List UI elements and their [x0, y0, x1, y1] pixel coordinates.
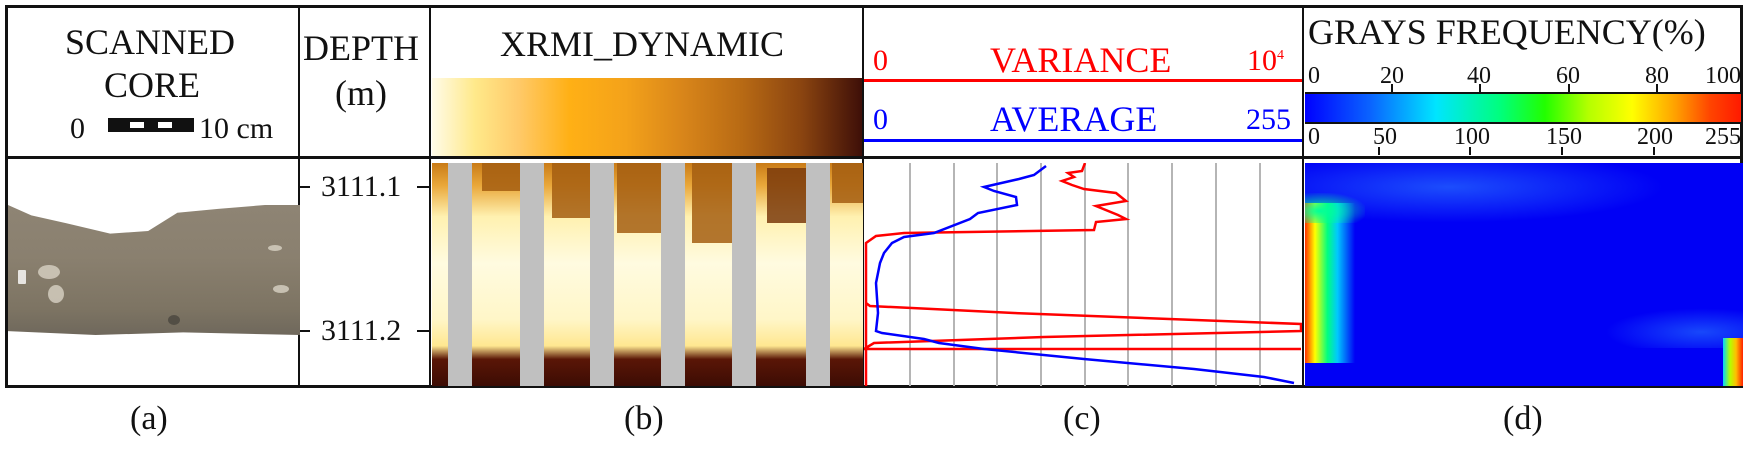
average-curve	[874, 165, 1295, 385]
xrmi-title: XRMI_DYNAMIC	[500, 24, 785, 64]
average-axis-line	[864, 139, 1302, 142]
xrmi-image	[432, 163, 863, 386]
pad-gap	[806, 163, 830, 386]
average-label: AVERAGE	[990, 99, 1158, 139]
pad-gap	[732, 163, 756, 386]
divider-stats-freq	[1302, 5, 1304, 388]
average-max: 255	[1246, 103, 1291, 136]
gray-tick-100: 100	[1454, 124, 1490, 150]
header-divider	[5, 156, 1743, 159]
freq-title: GRAYS FREQUENCY(%)	[1308, 12, 1706, 52]
pad-gap	[448, 163, 472, 386]
pct-tick-0: 0	[1308, 63, 1320, 89]
pad-gap	[661, 163, 685, 386]
scale-bar-icon	[108, 118, 194, 132]
depth-title-line2: (m)	[335, 73, 387, 113]
variance-axis-line	[864, 79, 1302, 82]
gray-tick-0: 0	[1308, 124, 1320, 150]
grid-line	[1259, 163, 1261, 386]
grid-line	[996, 163, 998, 386]
grid-line	[909, 163, 911, 386]
divider-depth-xrmi	[429, 5, 431, 388]
grays-frequency-heatmap	[1305, 163, 1743, 386]
gray-tick-mark	[1378, 147, 1380, 155]
grid-line	[1215, 163, 1217, 386]
pad-gap	[590, 163, 614, 386]
divider-core-depth	[298, 5, 300, 388]
gray-tick-mark	[1561, 147, 1563, 155]
pct-tick-mark	[1479, 84, 1481, 92]
depth-tick-left-1	[300, 186, 310, 188]
core-title-line1: SCANNED	[65, 22, 236, 62]
pad-gap	[520, 163, 544, 386]
divider-xrmi-stats	[862, 5, 864, 388]
average-min: 0	[873, 103, 888, 136]
grid-line	[1040, 163, 1042, 386]
pct-tick-mark	[1568, 84, 1570, 92]
grid-line	[1171, 163, 1173, 386]
gray-tick-mark	[1469, 147, 1471, 155]
depth-tick-label-1: 3111.1	[321, 170, 402, 203]
xrmi-color-scale	[432, 78, 862, 156]
panel-label-d: (d)	[1503, 400, 1543, 437]
pct-tick-mark	[1656, 84, 1658, 92]
grid-line	[953, 163, 955, 386]
gray-tick-200: 200	[1637, 124, 1673, 150]
variance-max: 104	[1247, 44, 1284, 77]
gray-tick-255: 255	[1705, 124, 1741, 150]
grid-line	[1084, 163, 1086, 386]
stats-curves	[864, 163, 1302, 386]
variance-min: 0	[873, 44, 888, 77]
depth-tick-right-2	[417, 330, 429, 332]
gray-tick-150: 150	[1546, 124, 1582, 150]
depth-title-line1: DEPTH	[303, 28, 419, 68]
depth-tick-label-2: 3111.2	[321, 314, 402, 347]
variance-curve	[864, 163, 1302, 386]
pct-tick-mark	[1391, 84, 1393, 92]
grid-line	[1127, 163, 1129, 386]
panel-label-b: (b)	[624, 400, 664, 437]
scale-end: 10 cm	[199, 112, 274, 145]
core-title-line2: CORE	[104, 65, 201, 105]
scale-start: 0	[70, 112, 85, 145]
depth-tick-right-1	[417, 186, 429, 188]
variance-label: VARIANCE	[990, 40, 1172, 80]
depth-tick-left-2	[300, 330, 310, 332]
panel-label-a: (a)	[130, 400, 168, 437]
frequency-colorbar	[1305, 92, 1741, 124]
pct-tick-100: 100	[1705, 63, 1741, 89]
panel-label-c: (c)	[1063, 400, 1101, 437]
gray-tick-mark	[1653, 147, 1655, 155]
gray-tick-50: 50	[1373, 124, 1397, 150]
